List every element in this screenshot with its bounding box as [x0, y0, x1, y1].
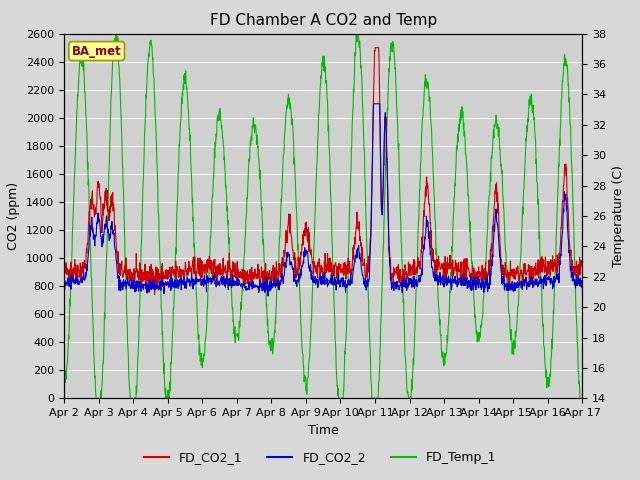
- X-axis label: Time: Time: [308, 424, 339, 437]
- Y-axis label: Temperature (C): Temperature (C): [612, 165, 625, 267]
- Y-axis label: CO2 (ppm): CO2 (ppm): [8, 182, 20, 250]
- Legend: FD_CO2_1, FD_CO2_2, FD_Temp_1: FD_CO2_1, FD_CO2_2, FD_Temp_1: [139, 446, 501, 469]
- Text: BA_met: BA_met: [72, 45, 122, 58]
- Title: FD Chamber A CO2 and Temp: FD Chamber A CO2 and Temp: [209, 13, 437, 28]
